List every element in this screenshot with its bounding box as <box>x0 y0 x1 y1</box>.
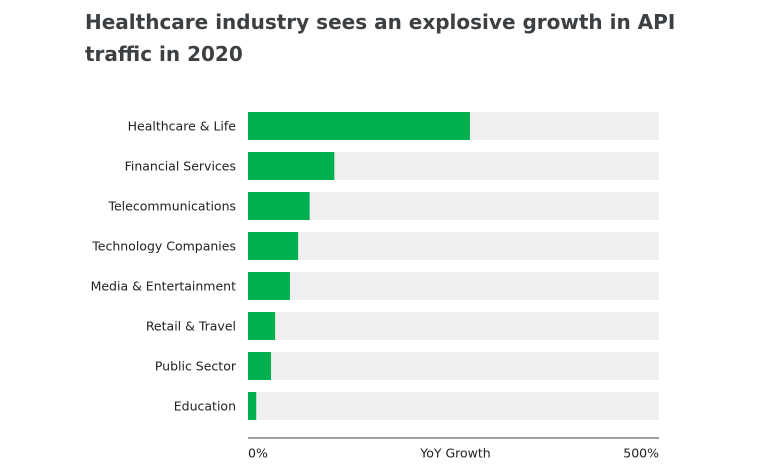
category-label: Public Sector <box>155 359 237 374</box>
category-label: Education <box>174 399 236 414</box>
bar <box>248 392 257 420</box>
x-tick-label-max: 500% <box>623 446 659 461</box>
bar <box>248 272 290 300</box>
category-label: Media & Entertainment <box>91 279 237 294</box>
bar-track <box>248 392 659 420</box>
chart-row: Media & Entertainment <box>91 272 659 300</box>
chart-row: Technology Companies <box>91 232 659 260</box>
bar-track <box>248 352 659 380</box>
bar <box>248 152 335 180</box>
bar-track <box>248 232 659 260</box>
x-tick-label-min: 0% <box>248 446 268 461</box>
category-label: Retail & Travel <box>146 319 236 334</box>
category-label: Technology Companies <box>91 239 236 254</box>
category-label: Telecommunications <box>107 199 236 214</box>
bar-track <box>248 312 659 340</box>
chart-title: Healthcare industry sees an explosive gr… <box>85 10 676 66</box>
chart-rows: Healthcare & Life Financial Services Telec… <box>91 112 659 420</box>
bar-track <box>248 192 659 220</box>
chart-row: Healthcare & Life <box>128 112 659 140</box>
category-label: Healthcare & Life <box>128 119 237 134</box>
chart-row: Financial Services <box>125 152 659 180</box>
bar <box>248 352 272 380</box>
bar <box>248 112 470 140</box>
bar <box>248 232 299 260</box>
bar <box>248 312 276 340</box>
chart-row: Education <box>174 392 659 420</box>
bar-track <box>248 272 659 300</box>
chart-row: Telecommunications <box>107 192 659 220</box>
category-label: Financial Services <box>125 159 236 174</box>
bar <box>248 192 310 220</box>
chart-row: Public Sector <box>155 352 659 380</box>
chart-row: Retail & Travel <box>146 312 659 340</box>
x-axis-label: YoY Growth <box>419 446 490 461</box>
